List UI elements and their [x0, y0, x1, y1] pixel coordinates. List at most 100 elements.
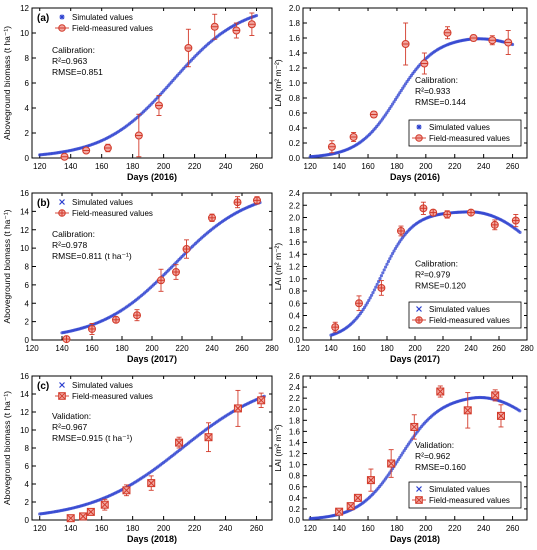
stats-line: R²=0.963	[52, 56, 87, 66]
y-tick-label: 0.6	[289, 299, 301, 308]
measured-marker	[346, 502, 355, 511]
measured-series	[327, 22, 513, 154]
legend-sim-marker	[416, 124, 422, 130]
y-tick-label: 1.4	[289, 438, 301, 447]
stats-line: R²=0.967	[52, 422, 87, 432]
measured-marker	[204, 433, 213, 442]
measured-marker	[415, 316, 423, 324]
stats-line: Validation:	[52, 411, 91, 421]
x-tick-label: 240	[464, 344, 478, 353]
y-tick-label: 2	[25, 498, 30, 507]
measured-marker	[134, 131, 143, 140]
measured-marker	[429, 208, 438, 217]
measured-marker	[157, 276, 165, 285]
y-tick-label: 2.0	[289, 405, 301, 414]
y-tick-label: 10	[20, 29, 29, 38]
y-tick-label: 2	[25, 318, 30, 327]
x-tick-label: 280	[520, 344, 534, 353]
y-tick-label: 2.0	[289, 214, 301, 223]
legend-entry: Field-measured values	[429, 134, 510, 143]
simulated-point	[370, 293, 374, 297]
x-tick-label: 140	[332, 524, 346, 533]
simulated-point	[372, 288, 376, 292]
measured-series	[66, 389, 266, 523]
stats-line: RMSE=0.160	[415, 462, 466, 472]
legend-entry: Simulated values	[72, 381, 133, 390]
stats-line: RMSE=0.811 (t ha⁻¹)	[52, 251, 132, 261]
x-tick-label: 240	[219, 162, 233, 171]
chart-panel: 120 140 160 180 200 220 240 260 280 0.0 0.2 0.4 0.6 0…	[273, 189, 534, 364]
x-tick-label: 120	[304, 162, 318, 171]
legend-entry: Field-measured values	[429, 316, 510, 325]
y-axis-label: Aboveground biomass (t ha⁻¹)	[2, 209, 12, 323]
stats-line: Validation:	[415, 440, 454, 450]
x-tick-label: 180	[390, 524, 404, 533]
x-tick-label: 180	[115, 344, 129, 353]
chart-panel: 120 140 160 180 200 220 240 260 0 2 4 6 8 10 12 14 16 Day…	[2, 372, 273, 544]
y-tick-label: 1.2	[289, 450, 301, 459]
y-tick-label: 0.4	[289, 494, 301, 503]
x-tick-label: 120	[33, 162, 47, 171]
measured-marker	[62, 335, 71, 344]
y-tick-label: 1.2	[289, 263, 301, 272]
stats-line: R²=0.933	[415, 86, 450, 96]
x-tick-label: 160	[95, 524, 109, 533]
y-tick-label: 12	[20, 226, 29, 235]
stats-line: R²=0.978	[52, 240, 87, 250]
simulated-point	[367, 298, 371, 302]
y-tick-label: 0.0	[289, 516, 301, 525]
measured-marker	[504, 38, 513, 47]
measured-marker	[88, 324, 96, 333]
legend-entry: Simulated values	[429, 485, 490, 494]
legend-entry: Simulated values	[429, 305, 490, 314]
y-tick-label: 0.2	[289, 505, 301, 514]
simulated-point	[388, 257, 392, 261]
panel-label: (b)	[37, 198, 50, 209]
simulated-point	[378, 276, 382, 281]
legend-box	[408, 481, 522, 509]
measured-marker	[232, 26, 241, 35]
y-tick-label: 0.6	[289, 109, 301, 118]
measured-marker	[467, 208, 475, 217]
x-tick-label: 160	[352, 344, 366, 353]
y-tick-label: 1.8	[289, 226, 301, 235]
y-tick-label: 2	[25, 129, 30, 138]
measured-marker	[355, 299, 363, 308]
y-tick-label: 0.2	[289, 324, 301, 333]
x-tick-label: 240	[477, 162, 491, 171]
measured-marker	[443, 28, 452, 37]
legend-box	[408, 301, 522, 329]
x-tick-label: 200	[419, 524, 433, 533]
x-axis-label: Days (2016)	[127, 172, 177, 182]
x-tick-label: 280	[265, 344, 279, 353]
x-axis-label: Days (2016)	[390, 172, 440, 182]
y-tick-label: 14	[20, 390, 29, 399]
y-tick-label: 0.8	[289, 472, 301, 481]
y-tick-label: 1.0	[289, 461, 301, 470]
x-tick-label: 180	[126, 524, 140, 533]
x-tick-label: 120	[296, 344, 310, 353]
measured-marker	[327, 142, 336, 151]
y-tick-label: 4	[25, 480, 30, 489]
measured-marker	[147, 479, 156, 488]
legend-entry: Field-measured values	[429, 496, 510, 505]
simulated-point	[392, 100, 396, 104]
y-tick-label: 6	[25, 79, 30, 88]
legend-entry: Simulated values	[429, 123, 490, 132]
x-tick-label: 220	[188, 524, 202, 533]
x-tick-label: 140	[332, 162, 346, 171]
measured-marker	[463, 406, 472, 415]
stats-line: RMSE=0.851	[52, 67, 103, 77]
x-tick-label: 120	[304, 524, 318, 533]
x-tick-label: 200	[408, 344, 422, 353]
simulated-point	[364, 303, 368, 307]
simulated-point	[389, 254, 393, 258]
simulated-point	[365, 301, 369, 305]
y-axis-label: LAI (m² m⁻²)	[273, 243, 283, 291]
y-tick-label: 1.8	[289, 416, 301, 425]
stats-line: RMSE=0.120	[415, 281, 466, 291]
x-tick-label: 260	[506, 524, 520, 533]
measured-marker	[182, 245, 191, 254]
